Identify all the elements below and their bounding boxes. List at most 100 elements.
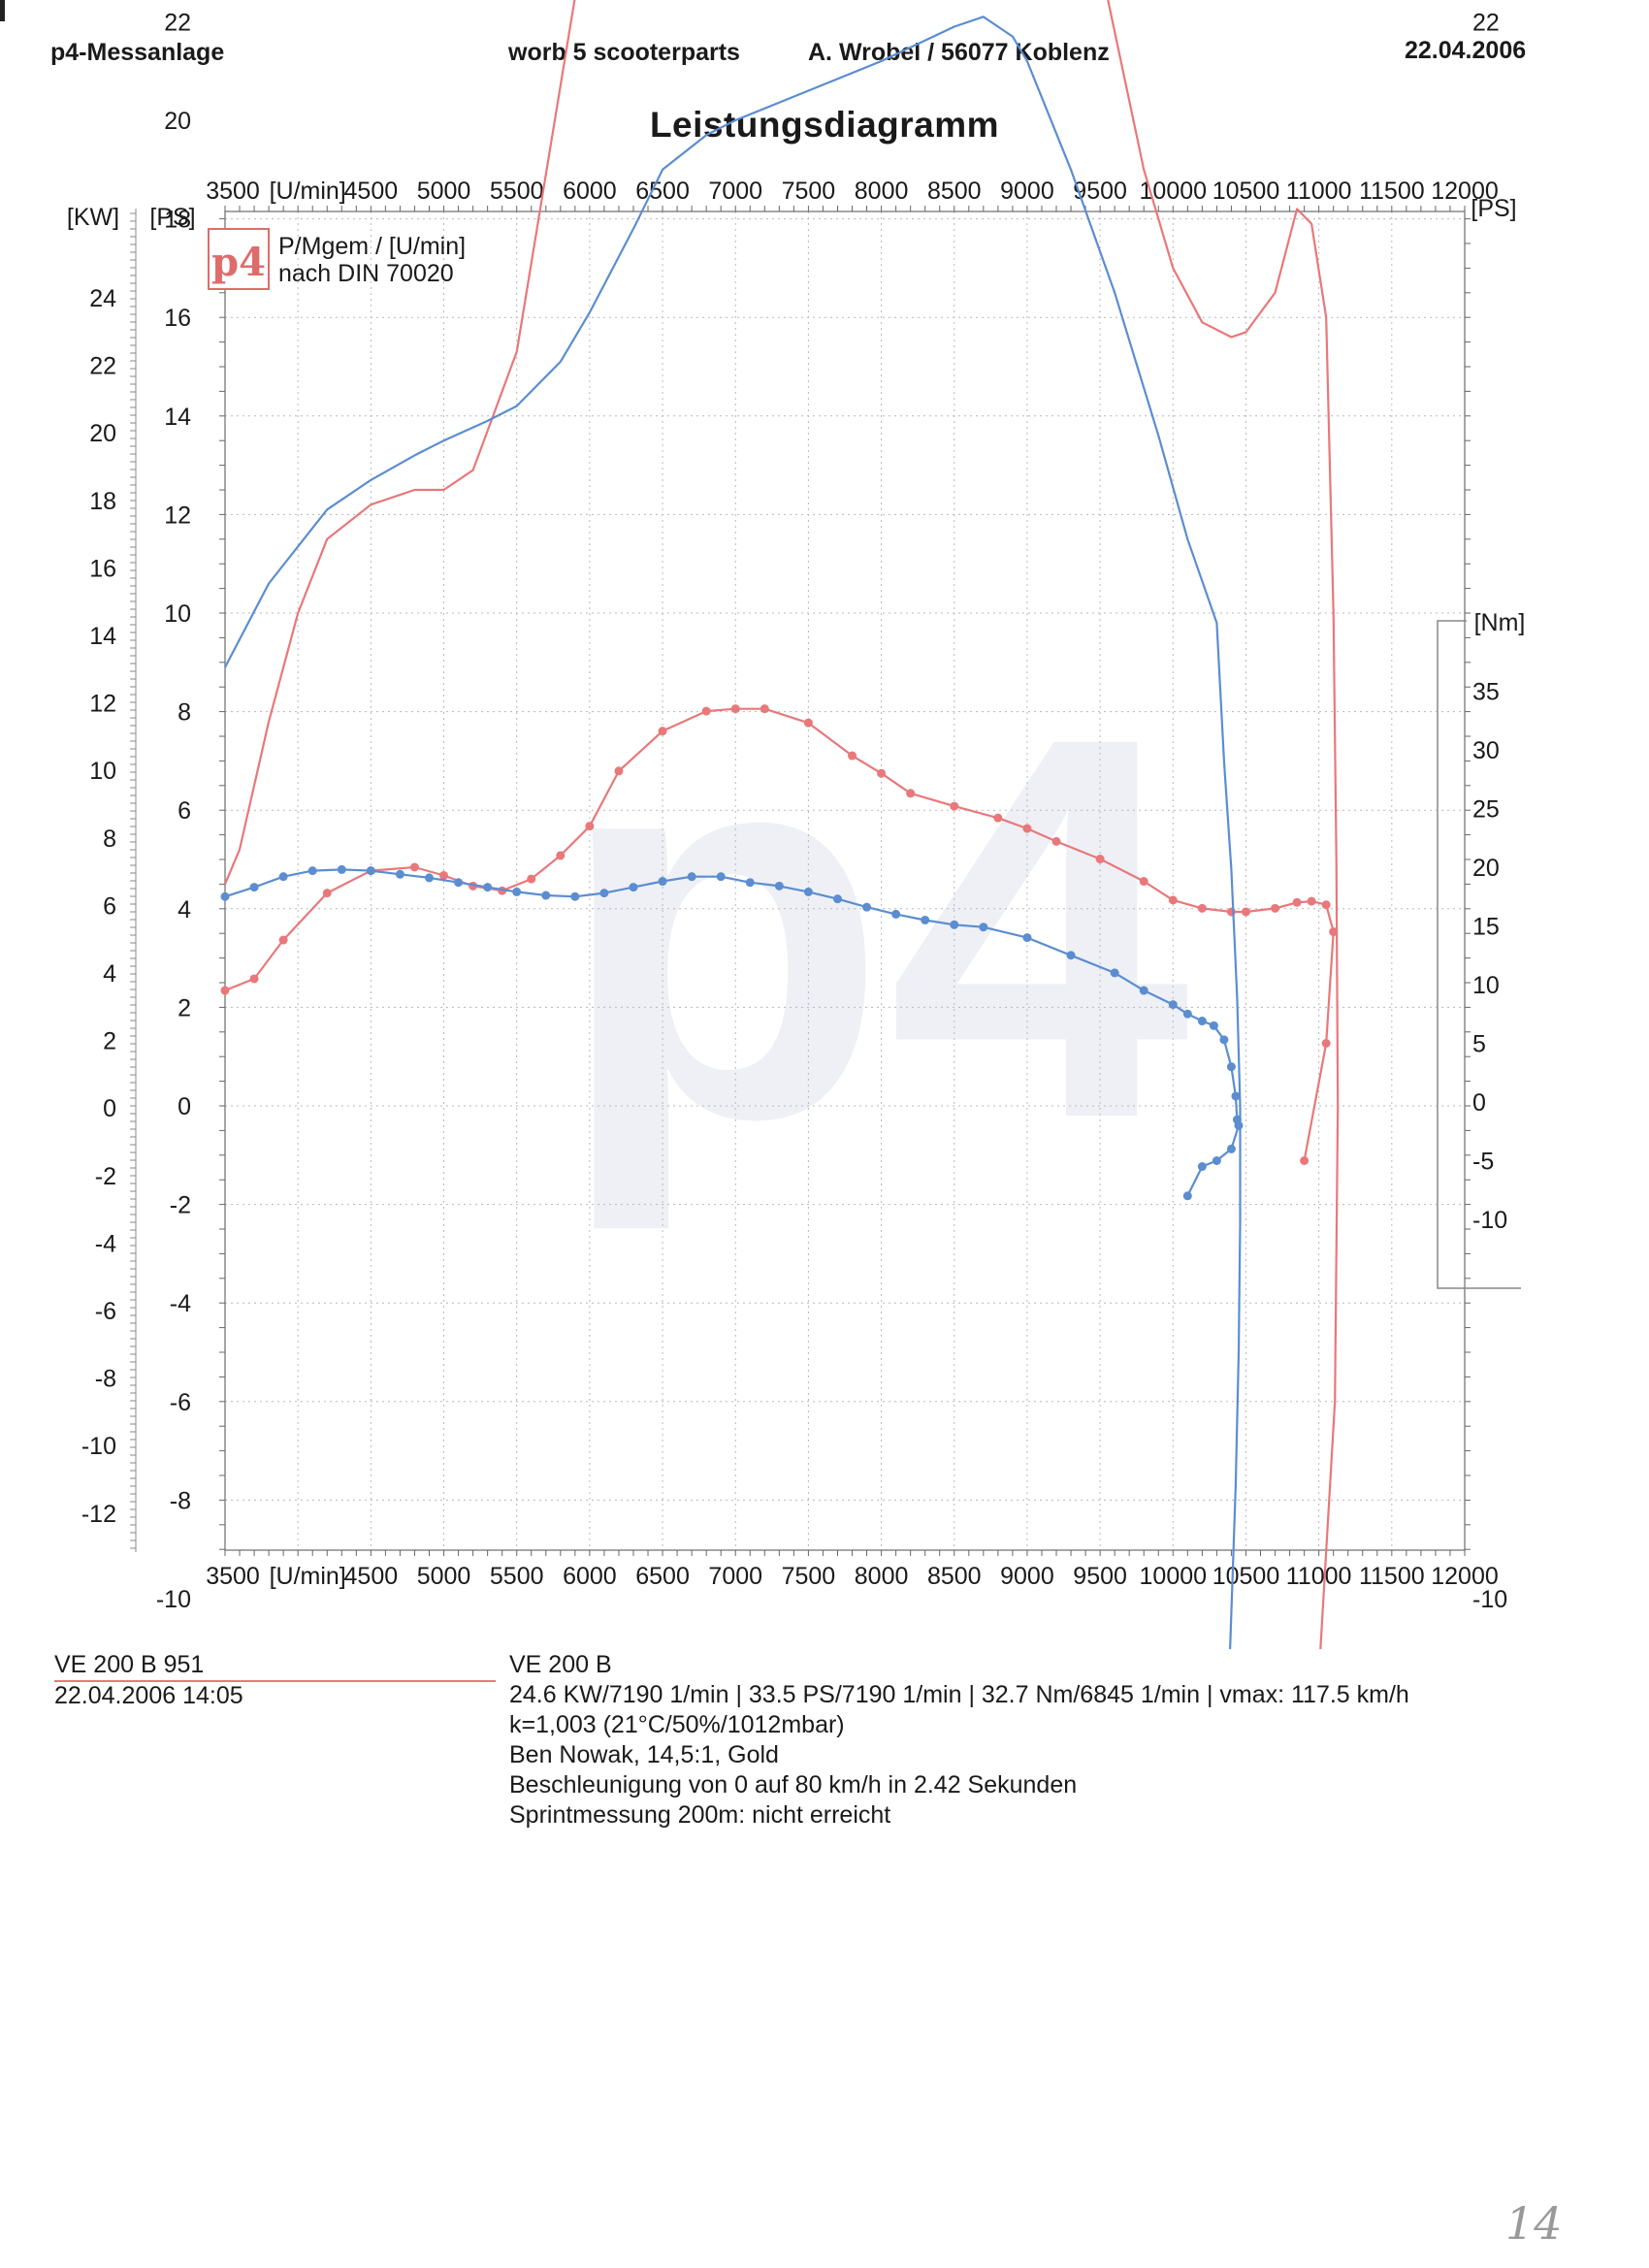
data-point-blue bbox=[629, 883, 638, 892]
ps-axis-label-left: [PS] bbox=[149, 204, 195, 231]
ps-tick-label-left: 8 bbox=[178, 699, 191, 727]
x-tick-label-bottom: 7500 bbox=[782, 1563, 836, 1590]
data-point-red bbox=[1197, 903, 1207, 913]
data-point-red bbox=[278, 935, 288, 945]
data-point-blue bbox=[716, 872, 726, 882]
nm-axis-label: [Nm] bbox=[1474, 609, 1526, 636]
x-tick-label-top: 8500 bbox=[927, 178, 982, 205]
header-date: 22.04.2006 bbox=[1405, 37, 1527, 64]
data-point-red bbox=[760, 704, 769, 714]
x-tick-label-top: 12000 bbox=[1431, 178, 1499, 205]
ps-tick-label-left: 22 bbox=[164, 9, 191, 36]
data-point-red bbox=[1329, 927, 1339, 937]
legend-line-2: nach DIN 70020 bbox=[278, 260, 454, 287]
data-point-blue bbox=[278, 872, 288, 882]
series-line-blue-ps bbox=[224, 16, 1242, 1649]
kw-tick-label: 24 bbox=[89, 285, 116, 312]
ps-tick-label-left: 6 bbox=[178, 797, 191, 825]
kw-tick-label: 14 bbox=[89, 623, 116, 650]
kw-tick-label: -2 bbox=[95, 1163, 116, 1190]
data-point-blue bbox=[570, 891, 580, 901]
kw-tick-label: 18 bbox=[89, 488, 116, 515]
data-point-blue bbox=[1226, 1144, 1236, 1153]
nm-tick-label: 10 bbox=[1472, 972, 1500, 999]
data-point-red bbox=[1139, 877, 1148, 887]
data-point-red bbox=[1051, 836, 1061, 846]
ps-tick-label-left: -4 bbox=[170, 1290, 191, 1317]
data-point-blue bbox=[1209, 1021, 1218, 1030]
footer-info-line: VE 200 B bbox=[509, 1651, 612, 1678]
nm-tick-label: 30 bbox=[1472, 737, 1500, 764]
kw-axis-label: [KW] bbox=[67, 204, 119, 231]
x-tick-label-bottom: 4500 bbox=[344, 1563, 399, 1590]
data-point-blue bbox=[1139, 986, 1148, 995]
data-point-red bbox=[877, 768, 887, 778]
x-tick-label-bottom: 10000 bbox=[1140, 1563, 1208, 1590]
data-point-red bbox=[1307, 896, 1316, 906]
header-shop: worb 5 scooterparts bbox=[508, 39, 740, 66]
ps-tick-label-left: 16 bbox=[164, 305, 191, 332]
data-point-blue bbox=[745, 878, 755, 888]
data-point-blue bbox=[249, 883, 259, 892]
data-point-red bbox=[439, 870, 449, 880]
data-point-red bbox=[556, 851, 566, 860]
data-point-red bbox=[701, 706, 711, 716]
footer-run-color-line bbox=[54, 1680, 496, 1682]
series-line-red-ps bbox=[223, 0, 1340, 1649]
x-tick-label-bottom: 11500 bbox=[1359, 1563, 1425, 1590]
x-tick-label-bottom: 8000 bbox=[855, 1563, 909, 1590]
kw-tick-label: 2 bbox=[103, 1028, 116, 1055]
kw-tick-label: 4 bbox=[103, 960, 116, 988]
data-point-blue bbox=[307, 866, 317, 876]
x-tick-label-top: 3500 bbox=[206, 178, 260, 205]
footer-run-name: VE 200 B 951 bbox=[54, 1651, 205, 1678]
data-point-red bbox=[614, 766, 624, 776]
footer-info-line: Ben Nowak, 14,5:1, Gold bbox=[509, 1741, 779, 1768]
handwritten-page-number: 14 bbox=[1505, 2197, 1563, 2250]
data-point-red bbox=[1321, 900, 1331, 910]
data-point-red bbox=[1022, 824, 1032, 833]
data-point-blue bbox=[687, 872, 696, 882]
nm-tick-label: 0 bbox=[1472, 1089, 1486, 1117]
data-point-blue bbox=[774, 881, 784, 891]
ps-tick-label-left: 20 bbox=[164, 108, 191, 135]
data-point-blue bbox=[366, 866, 375, 876]
x-tick-label-top: 6000 bbox=[563, 178, 617, 205]
nm-tick-label: 15 bbox=[1472, 914, 1500, 941]
data-point-red bbox=[848, 751, 857, 761]
ps-tick-label-left: 18 bbox=[164, 207, 191, 234]
kw-tick-label: 16 bbox=[89, 555, 116, 582]
data-point-blue bbox=[862, 902, 872, 912]
ps-tick-label-left: 14 bbox=[164, 404, 191, 431]
x-tick-label-bottom: 5000 bbox=[417, 1563, 471, 1590]
data-point-blue bbox=[1219, 1035, 1229, 1045]
nm-tick-label: 5 bbox=[1472, 1031, 1486, 1058]
x-tick-label-bottom: 5500 bbox=[490, 1563, 544, 1590]
nm-tick-label: 20 bbox=[1472, 855, 1500, 882]
ps-tick-label-left: 10 bbox=[164, 600, 191, 628]
chart-legend: p4 P/Mgem / [U/min]nach DIN 70020 bbox=[208, 228, 466, 290]
kw-tick-label: -8 bbox=[95, 1366, 116, 1393]
data-point-blue bbox=[1110, 968, 1119, 978]
data-point-blue bbox=[454, 878, 464, 888]
dyno-chart: p435003500[U/min][U/min]4500450050005000… bbox=[67, 0, 1526, 1649]
nm-tick-label: -5 bbox=[1472, 1149, 1494, 1176]
data-point-red bbox=[409, 862, 419, 872]
data-point-blue bbox=[1066, 951, 1076, 960]
x-tick-label-top: 4500 bbox=[344, 178, 399, 205]
ps-tick-label-left: 0 bbox=[178, 1093, 191, 1120]
data-point-blue bbox=[1022, 933, 1032, 943]
series-line-blue-nm bbox=[224, 868, 1241, 1197]
ps-tick-label-left: -8 bbox=[170, 1487, 191, 1514]
header-address: A. Wrobel / 56077 Koblenz bbox=[808, 39, 1110, 66]
data-point-blue bbox=[395, 869, 404, 879]
x-tick-label-top: 10500 bbox=[1212, 178, 1280, 205]
data-point-blue bbox=[541, 891, 551, 900]
data-point-red bbox=[906, 789, 916, 798]
x-tick-label-top: 11500 bbox=[1359, 178, 1425, 205]
ps-tick-label-right: -10 bbox=[1472, 1586, 1507, 1613]
x-tick-label-top: 9000 bbox=[1000, 178, 1054, 205]
x-tick-label-bottom: 6500 bbox=[635, 1563, 690, 1590]
kw-tick-label: 0 bbox=[103, 1095, 116, 1122]
kw-tick-label: -12 bbox=[81, 1501, 116, 1528]
